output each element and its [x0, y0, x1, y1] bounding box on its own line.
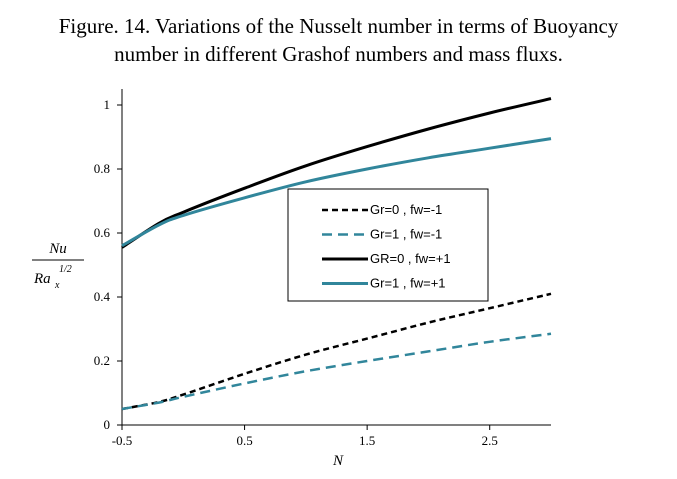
y-axis-label-denominator: Ra	[33, 271, 51, 287]
figure-title-line-1: Figure. 14. Variations of the Nusselt nu…	[58, 14, 619, 38]
figure-title: Figure. 14. Variations of the Nusselt nu…	[0, 12, 677, 68]
y-axis-label-numerator: Nu	[48, 241, 67, 257]
y-axis-label-subscript: x	[54, 280, 60, 291]
series-line-4	[121, 137, 552, 248]
series-lines	[121, 97, 552, 411]
legend: Gr=0 , fw=-1 Gr=1 , fw=-1 GR=0 , fw=+1 Gr=1…	[287, 188, 489, 302]
y-tick-label: 0.6	[94, 225, 111, 240]
legend-label-2: Gr=1 , fw=-1	[370, 227, 442, 242]
ticks: 0 0.2 0.4 0.6 0.8 1 -0.5 0.5 1.5 2.5	[94, 97, 498, 448]
axes	[121, 89, 551, 426]
series-line-1	[121, 292, 552, 411]
x-tick-label: 2.5	[482, 433, 498, 448]
y-axis-label-superscript: 1/2	[59, 264, 72, 275]
legend-box	[287, 188, 489, 302]
series-line-3	[121, 97, 552, 249]
y-tick-label: 0.2	[94, 353, 110, 368]
x-axis-label: N	[332, 453, 344, 469]
series-line-2	[121, 332, 552, 411]
x-tick-label: 0.5	[236, 433, 252, 448]
x-tick-label: -0.5	[112, 433, 133, 448]
y-tick-label: 1	[104, 97, 111, 112]
legend-label-3: GR=0 , fw=+1	[370, 251, 451, 266]
x-tick-label: 1.5	[359, 433, 375, 448]
legend-label-1: Gr=0 , fw=-1	[370, 202, 442, 217]
legend-label-4: Gr=1 , fw=+1	[370, 276, 446, 291]
y-tick-label: 0	[104, 417, 111, 432]
y-axis-label: Nu Ra x 1/2	[32, 241, 84, 291]
figure-title-line-2: number in different Grashof numbers and …	[114, 42, 563, 66]
y-tick-label: 0.8	[94, 161, 110, 176]
y-tick-label: 0.4	[94, 289, 111, 304]
